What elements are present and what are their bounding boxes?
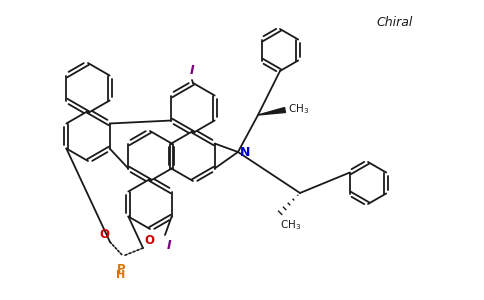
Text: CH$_3$: CH$_3$ <box>280 218 301 232</box>
Text: O: O <box>99 228 109 241</box>
Text: Chiral: Chiral <box>377 16 413 28</box>
Text: H: H <box>116 270 126 280</box>
Polygon shape <box>258 107 286 115</box>
Text: I: I <box>190 64 194 77</box>
Text: O: O <box>144 234 154 247</box>
Text: CH$_3$: CH$_3$ <box>288 102 309 116</box>
Text: N: N <box>240 146 250 158</box>
Text: P: P <box>117 263 125 276</box>
Text: I: I <box>167 239 172 252</box>
